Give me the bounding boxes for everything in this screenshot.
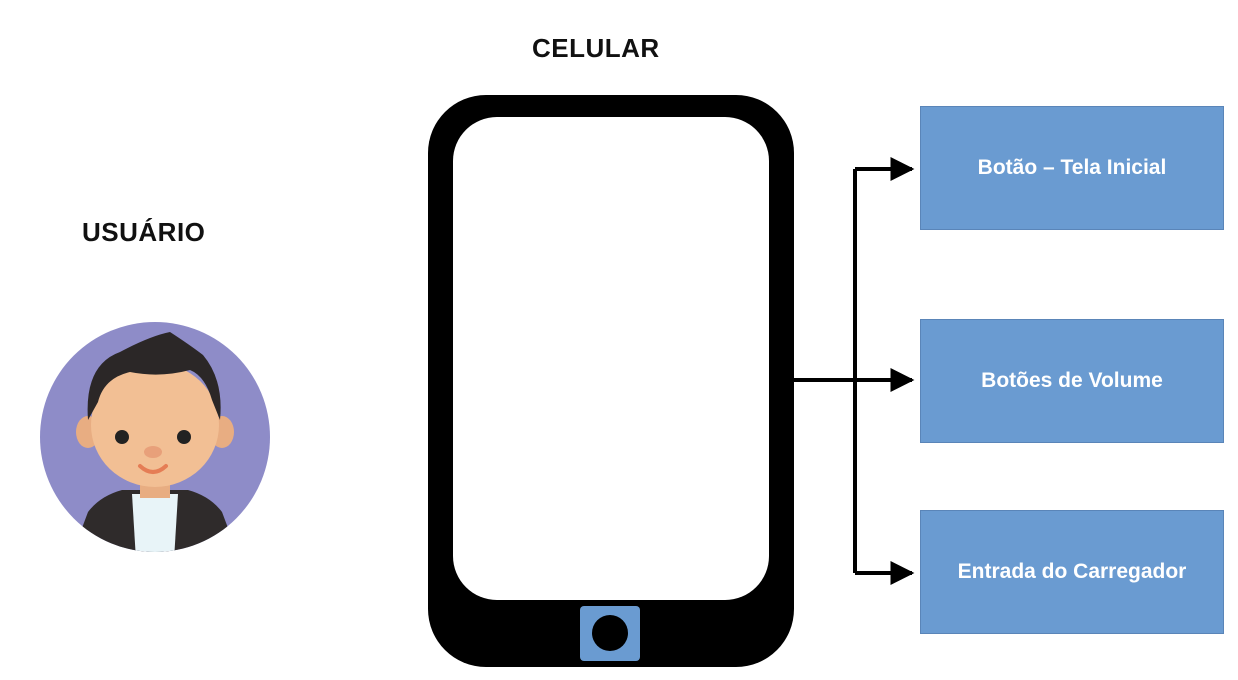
component-label: Botão – Tela Inicial [977,156,1167,179]
component-box-charger-port: Entrada do Carregador [920,510,1224,634]
smartphone-icon [428,95,794,667]
phone-screen [453,117,769,600]
component-box-volume-buttons: Botões de Volume [920,319,1224,443]
component-label: Botões de Volume [981,369,1163,392]
component-label: Entrada do Carregador [957,560,1187,583]
phone-title: CELULAR [532,33,660,63]
component-box-home-button: Botão – Tela Inicial [920,106,1224,230]
user-avatar-icon [40,322,270,552]
user-title: USUÁRIO [82,217,206,247]
connector-lines [794,157,915,585]
